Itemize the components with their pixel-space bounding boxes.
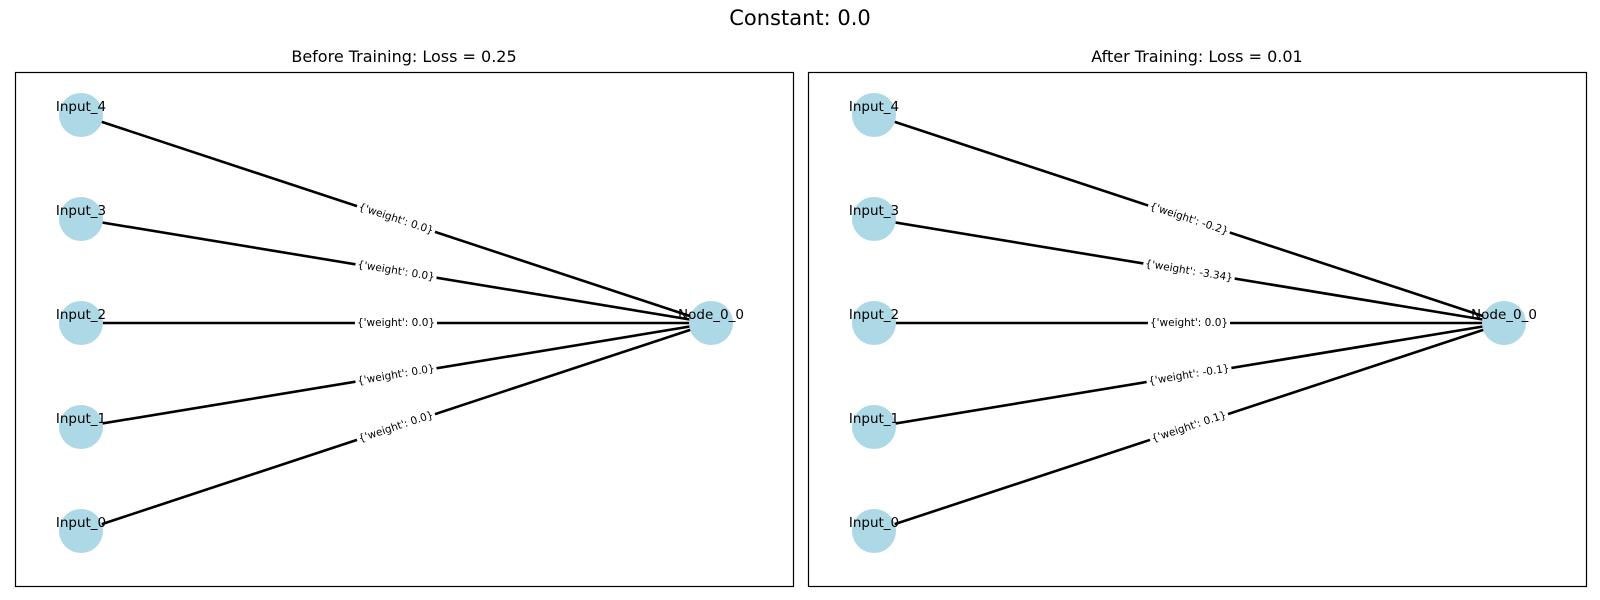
node-input-2 (852, 301, 896, 345)
node-label-input-2: Input_2 (849, 307, 899, 323)
node-label-input-2: Input_2 (56, 307, 106, 323)
edge-label-input-4: {'weight': 0.0} (354, 199, 438, 239)
edge-label-background (1147, 407, 1231, 447)
plot-frame (807, 71, 1588, 588)
node-label-input-0: Input_0 (56, 515, 106, 531)
edge-label-background (1146, 198, 1232, 240)
edge-label-background (354, 316, 438, 330)
node-input-0 (59, 509, 103, 553)
edge-label-input-0: {'weight': 0.1} (1147, 407, 1231, 447)
edge-weight-label: {'weight': 0.0} (356, 363, 435, 388)
edge-label-input-4: {'weight': -0.2} (1146, 198, 1232, 240)
edge-weight-label: {'weight': 0.0} (1150, 317, 1228, 329)
node-label-input-1: Input_1 (56, 411, 106, 427)
node-input-4 (852, 93, 896, 137)
edge-weight-label: {'weight': 0.0} (356, 259, 435, 284)
node-input-4 (59, 93, 103, 137)
node-label-node-0-0: Node_0_0 (678, 307, 744, 323)
edge-label-background (1145, 361, 1233, 389)
figure-title: Constant: 0.0 (729, 6, 871, 30)
edge-label-background (1142, 256, 1236, 286)
network-diagram-after: Input_0 Input_1 Input_2 Input_3 Input_4 Node_… (807, 71, 1588, 588)
node-input-0 (852, 509, 896, 553)
network-diagram-before: Input_0 Input_1 Input_2 Input_3 Input_4 Node_… (14, 71, 795, 588)
plot-frame (14, 71, 795, 588)
edge-label-background (354, 407, 438, 447)
edge-label-background (354, 199, 438, 239)
edge-weight-label: {'weight': 0.1} (1150, 409, 1228, 445)
panel-title-after: After Training: Loss = 0.01 (1091, 47, 1303, 66)
edge-weight-label: {'weight': 0.0} (357, 317, 435, 329)
edge-label-background (1147, 316, 1231, 330)
node-input-1 (852, 405, 896, 449)
edge-weight-label: {'weight': 0.0} (357, 201, 435, 237)
edge-weight-label: {'weight': -3.34} (1144, 258, 1233, 284)
node-label-input-3: Input_3 (849, 203, 899, 219)
node-node-0-0 (1482, 301, 1526, 345)
node-label-input-4: Input_4 (849, 99, 899, 115)
node-label-input-0: Input_0 (849, 515, 899, 531)
panel-title-before: Before Training: Loss = 0.25 (291, 47, 517, 66)
edge-label-background (354, 257, 438, 285)
node-node-0-0 (689, 301, 733, 345)
node-label-input-4: Input_4 (56, 99, 106, 115)
node-label-input-1: Input_1 (849, 411, 899, 427)
edge-weight-label: {'weight': -0.1} (1148, 362, 1231, 387)
node-label-input-3: Input_3 (56, 203, 106, 219)
node-label-node-0-0: Node_0_0 (1471, 307, 1537, 323)
edge-weight-label: {'weight': -0.2} (1148, 200, 1230, 237)
node-input-3 (852, 197, 896, 241)
edge-label-input-0: {'weight': 0.0} (354, 407, 438, 447)
node-input-2 (59, 301, 103, 345)
edge-weight-label: {'weight': 0.0} (357, 409, 435, 445)
edge-label-background (354, 361, 438, 389)
edge-label-input-2: {'weight': 0.0} (1147, 316, 1231, 330)
edge-label-input-2: {'weight': 0.0} (354, 316, 438, 330)
node-input-3 (59, 197, 103, 241)
edge-label-input-1: {'weight': -0.1} (1145, 361, 1233, 389)
node-input-1 (59, 405, 103, 449)
edge-label-input-1: {'weight': 0.0} (354, 361, 438, 389)
edge-label-input-3: {'weight': 0.0} (354, 257, 438, 285)
edge-label-input-3: {'weight': -3.34} (1142, 256, 1236, 286)
